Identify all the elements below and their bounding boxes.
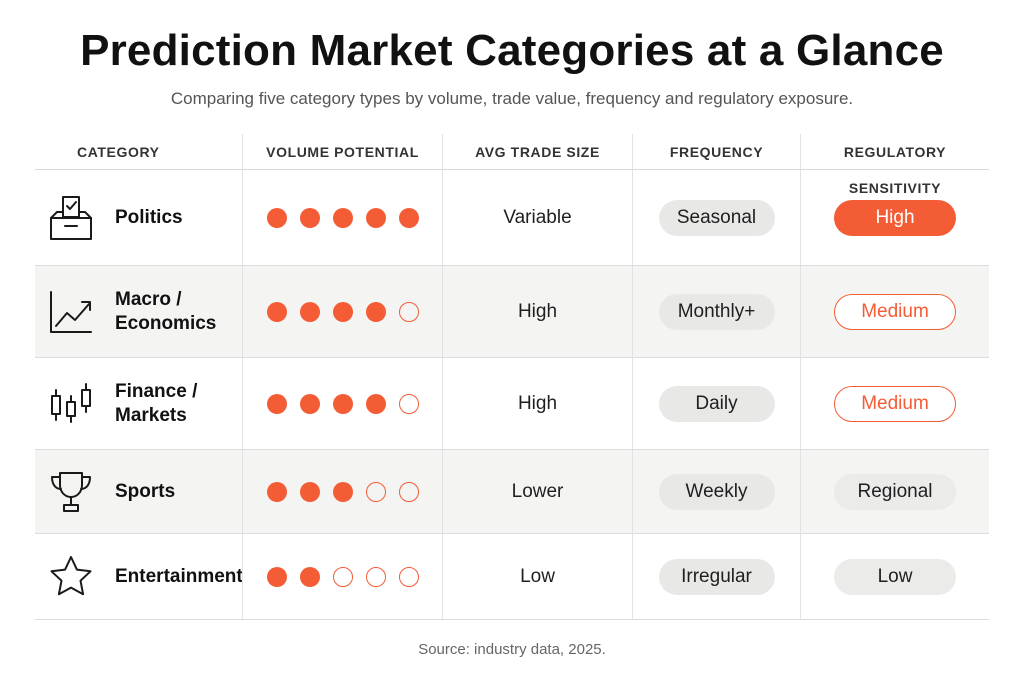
rating-dot-empty [398,301,419,322]
rating-dot-empty [398,393,419,414]
table-header-row: CATEGORY VOLUME POTENTIAL AVG TRADE SIZE… [35,134,989,196]
category-label: Politics [115,206,183,228]
star-icon [45,551,97,603]
rating-dot-filled [299,393,320,414]
rating-dot-filled [332,301,353,322]
regulatory-badge: Regional [834,473,956,510]
comparison-table: CATEGORY VOLUME POTENTIAL AVG TRADE SIZE… [35,134,989,620]
volume-rating [266,301,419,322]
regulatory-sensitivity-cell: High [800,170,989,265]
table-row-sports: Sports Lower Weekly Regional [35,450,989,534]
volume-rating [266,393,419,414]
frequency-badge: Weekly [658,473,775,510]
rating-dot-filled [332,207,353,228]
table-body: Politics Variable Seasonal High Macro / Econ… [35,170,989,620]
volume-potential-cell [242,358,442,449]
source-note: Source: industry data, 2025. [418,641,606,658]
frequency-badge: Irregular [658,558,775,595]
frequency-badge: Seasonal [658,199,775,236]
rating-dot-filled [266,566,287,587]
table-row-finance-markets: Finance / Markets High Daily Medium [35,358,989,450]
rating-dot-filled [365,301,386,322]
frequency-cell: Seasonal [632,170,800,265]
regulatory-sensitivity-cell: Low [800,534,989,619]
category-label: Sports [115,480,176,502]
avg-trade-size-cell: Variable [442,170,632,265]
table-row-entertainment: Entertainment Low Irregular Low [35,534,989,620]
regulatory-sensitivity-cell: Medium [800,358,989,449]
rating-dot-filled [266,301,287,322]
regulatory-badge: Medium [834,293,956,330]
avg-trade-size-cell: Lower [442,450,632,533]
frequency-badge: Monthly+ [658,293,775,330]
rating-dot-empty [332,566,353,587]
frequency-cell: Weekly [632,450,800,533]
regulatory-badge: Medium [834,385,956,422]
category-cell: Finance / Markets [35,358,242,449]
regulatory-sensitivity-cell: Medium [800,266,989,357]
rating-dot-filled [266,393,287,414]
rating-dot-filled [365,207,386,228]
rating-dot-filled [332,393,353,414]
page-subtitle: Comparing five category types by volume,… [170,89,854,108]
volume-rating [266,481,419,502]
regulatory-sensitivity-cell: Regional [800,450,989,533]
rating-dot-filled [398,207,419,228]
rating-dot-empty [398,566,419,587]
page-title: Prediction Market Categories at a Glance [80,26,944,75]
column-header-frequency: FREQUENCY [632,134,800,170]
avg-trade-size-cell: Low [442,534,632,619]
volume-potential-cell [242,534,442,619]
category-label: Entertainment [115,565,243,587]
category-cell: Entertainment [35,534,243,619]
rating-dot-filled [299,566,320,587]
frequency-cell: Irregular [632,534,800,619]
category-label: Finance / Markets [115,380,198,426]
avg-trade-size-cell: High [442,358,632,449]
trophy-icon [45,466,97,518]
category-cell: Politics [35,170,242,265]
trend-chart-icon [45,286,97,338]
volume-potential-cell [242,170,442,265]
rating-dot-filled [266,207,287,228]
table-row-politics: Politics Variable Seasonal High [35,170,989,266]
table-row-macro-economics: Macro / Economics High Monthly+ Medium [35,266,989,358]
rating-dot-filled [299,481,320,502]
volume-potential-cell [242,266,442,357]
rating-dot-empty [365,481,386,502]
avg-trade-size-cell: High [442,266,632,357]
frequency-cell: Monthly+ [632,266,800,357]
rating-dot-empty [365,566,386,587]
volume-potential-cell [242,450,442,533]
frequency-cell: Daily [632,358,800,449]
rating-dot-empty [398,481,419,502]
regulatory-badge: Low [834,558,956,595]
rating-dot-filled [332,481,353,502]
rating-dot-filled [299,301,320,322]
frequency-badge: Daily [658,385,775,422]
volume-rating [266,566,419,587]
column-header-avg-trade-size: AVG TRADE SIZE [442,134,632,170]
rating-dot-filled [365,393,386,414]
category-label: Macro / Economics [115,288,217,334]
column-header-category: CATEGORY [77,144,160,160]
category-cell: Sports [35,450,242,533]
category-cell: Macro / Economics [35,266,242,357]
regulatory-badge: High [834,199,956,236]
column-header-regulatory-sensitivity: REGULATORY SENSITIVITY [800,134,989,196]
ballot-box-icon [45,192,97,244]
rating-dot-filled [299,207,320,228]
volume-rating [266,207,419,228]
rating-dot-filled [266,481,287,502]
column-header-volume-potential: VOLUME POTENTIAL [242,134,442,170]
candlestick-icon [45,378,97,430]
